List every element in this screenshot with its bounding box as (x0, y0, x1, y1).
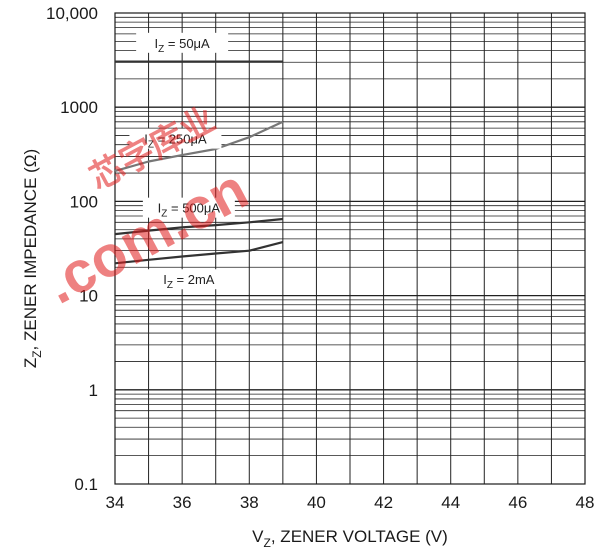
series-line (114, 120, 284, 173)
series-line (114, 217, 284, 236)
x-tick-label: 42 (374, 493, 393, 512)
grid (115, 13, 585, 484)
series-label: IZ = 50μA (136, 32, 229, 55)
y-tick-label: 10,000 (46, 4, 98, 23)
y-axis-title: ZZ, ZENER IMPEDANCE (Ω) (21, 149, 44, 368)
y-tick-label: 100 (70, 192, 98, 211)
series-lines (114, 60, 284, 265)
series-line (114, 241, 284, 265)
y-tick-label: 1 (89, 381, 98, 400)
series-label-bg (129, 128, 222, 149)
x-axis-title: VZ, ZENER VOLTAGE (V) (252, 527, 448, 550)
series-label-text: IZ = 250μA (144, 132, 207, 151)
series-label-text: IZ = 500μA (158, 201, 221, 220)
x-tick-label: 34 (106, 493, 125, 512)
series-label-bg (142, 197, 235, 218)
x-tick-label: 44 (441, 493, 460, 512)
y-tick-label: 1000 (60, 98, 98, 117)
x-tick-label: 46 (508, 493, 527, 512)
series-label: IZ = 2mA (142, 269, 235, 291)
series-label-bg (136, 32, 229, 53)
series-label: IZ = 250μA (129, 128, 222, 151)
series-labels: IZ = 50μA IZ = 250μA IZ = 500μA IZ = 2mA (129, 32, 235, 291)
y-tick-labels: 0.1 1 10 100 1000 10,000 (46, 4, 98, 494)
x-tick-labels: 34 36 38 40 42 44 46 48 (106, 493, 595, 512)
plot-frame (114, 12, 586, 485)
x-tick-label: 40 (307, 493, 326, 512)
x-tick-label: 36 (173, 493, 192, 512)
series-label-text: IZ = 50μA (155, 36, 211, 55)
watermark-domain: .com.cn (34, 156, 258, 316)
y-tick-label: 10 (79, 287, 98, 306)
y-tick-label: 0.1 (74, 475, 98, 494)
x-tick-label: 38 (240, 493, 259, 512)
series-label-bg (142, 269, 235, 290)
x-tick-label: 48 (576, 493, 595, 512)
series-label: IZ = 500μA (142, 197, 235, 220)
series-label-text: IZ = 2mA (163, 272, 215, 291)
